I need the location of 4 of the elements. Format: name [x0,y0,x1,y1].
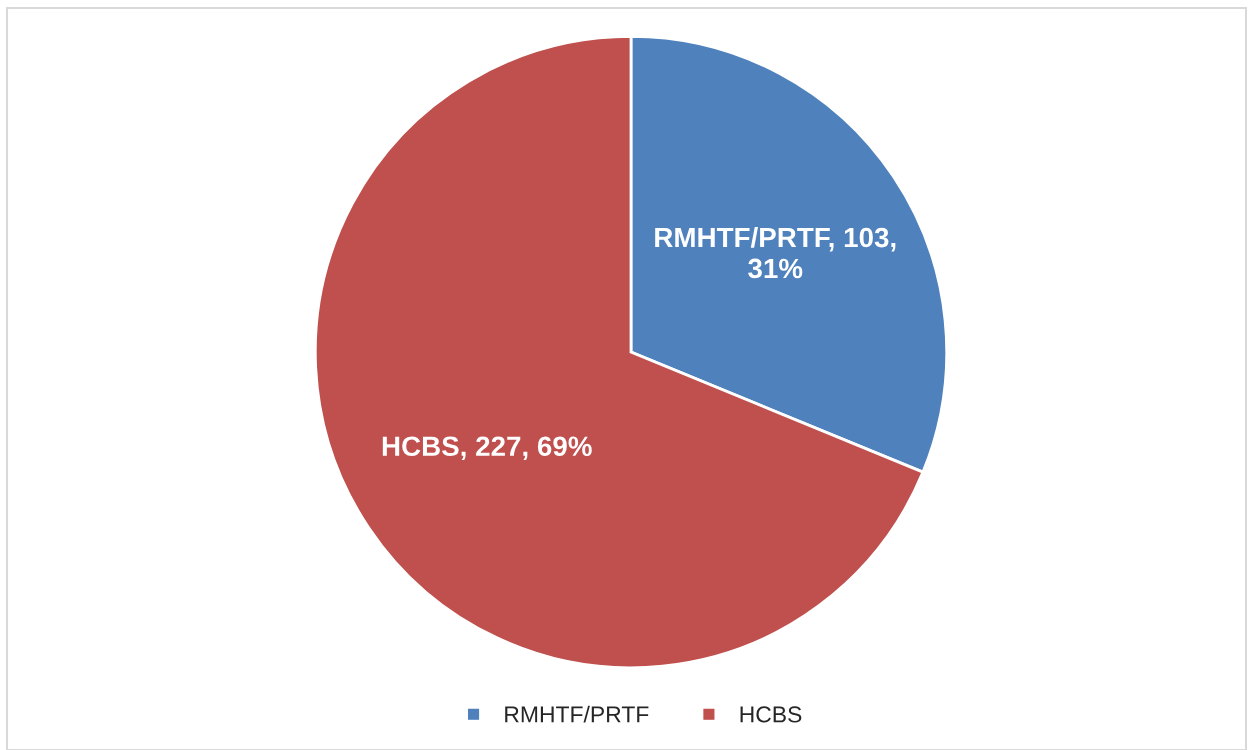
data-label: RMHTF/PRTF, 103, 31% [655,226,896,279]
legend-label: HCBS [740,706,802,723]
data-label: HCBS, 227, 69% [382,436,592,461]
legend-label: RMHTF/PRTF [505,705,649,723]
